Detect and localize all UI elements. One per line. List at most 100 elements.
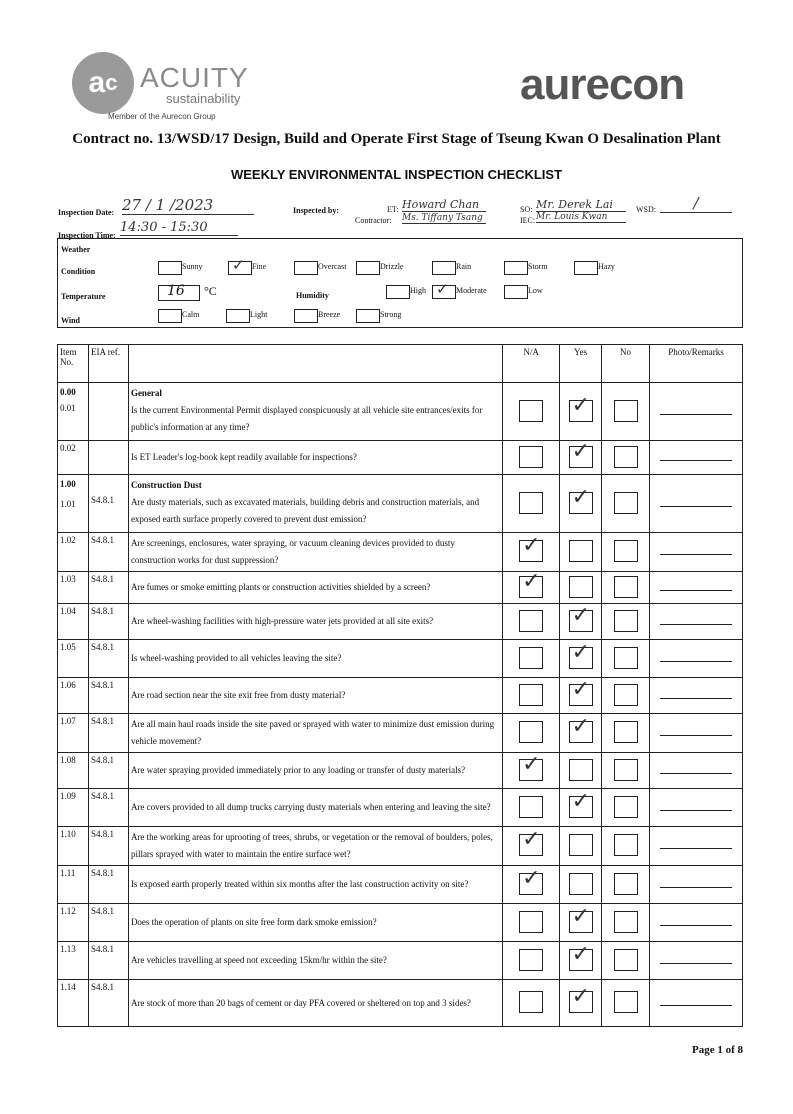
no-checkbox[interactable] bbox=[613, 910, 638, 933]
na-checkbox[interactable]: ✓ bbox=[519, 533, 544, 562]
na-checkbox[interactable] bbox=[519, 910, 544, 933]
et-field[interactable]: Howard Chan bbox=[402, 198, 486, 212]
no-checkbox[interactable] bbox=[613, 758, 638, 781]
weather-checkbox-strong[interactable] bbox=[356, 309, 380, 323]
weather-checkbox-low[interactable] bbox=[504, 285, 528, 299]
na-checkbox[interactable]: ✓ bbox=[519, 866, 544, 895]
yes-checkbox[interactable]: ✓ bbox=[568, 485, 593, 514]
remarks-field[interactable] bbox=[660, 1005, 732, 1006]
weather-checkbox-light[interactable] bbox=[226, 309, 250, 323]
no-checkbox[interactable] bbox=[613, 575, 638, 598]
wsd-field[interactable]: / bbox=[660, 194, 732, 213]
time-field[interactable]: 14:30 - 15:30 bbox=[120, 220, 238, 236]
yes-checkbox[interactable]: ✓ bbox=[568, 984, 593, 1013]
yes-checkbox[interactable] bbox=[568, 758, 593, 781]
na-checkbox[interactable] bbox=[519, 795, 544, 818]
eia-ref-text: S4.8.1 bbox=[90, 680, 114, 690]
remarks-field[interactable] bbox=[660, 962, 732, 964]
remarks-field[interactable] bbox=[660, 772, 732, 774]
check-mark-icon: ✓ bbox=[522, 865, 541, 891]
yes-checkbox[interactable]: ✓ bbox=[568, 942, 593, 971]
na-checkbox[interactable] bbox=[519, 721, 544, 743]
no-checkbox[interactable] bbox=[613, 834, 638, 856]
na-checkbox[interactable] bbox=[519, 683, 544, 706]
iec-field[interactable]: Mr. Louis Kwan bbox=[536, 212, 626, 223]
remarks-field[interactable] bbox=[660, 413, 732, 415]
check-mark-icon: ✓ bbox=[522, 827, 541, 852]
eia-ref: S4.8.1 bbox=[87, 677, 129, 714]
remarks-field[interactable] bbox=[660, 848, 732, 849]
weather-checkbox-moderate[interactable]: ✓ bbox=[432, 280, 456, 299]
weather-checkbox-hazy[interactable] bbox=[574, 261, 598, 275]
item-no-text: 0.01 bbox=[60, 403, 76, 413]
yes-checkbox[interactable] bbox=[568, 872, 593, 895]
no-cell bbox=[601, 979, 650, 1027]
yes-checkbox[interactable]: ✓ bbox=[568, 677, 593, 706]
weather-checkbox-drizzle[interactable] bbox=[356, 261, 380, 275]
no-checkbox[interactable] bbox=[613, 609, 638, 632]
yes-checkbox[interactable]: ✓ bbox=[568, 714, 593, 743]
na-checkbox[interactable] bbox=[519, 609, 544, 632]
so-field[interactable]: Mr. Derek Lai bbox=[536, 198, 626, 212]
date-field[interactable]: 27 / 1 /2023 bbox=[122, 196, 254, 215]
table-row: 1.05 S4.8.1 Is wheel-washing provided to a… bbox=[57, 639, 743, 678]
yes-checkbox[interactable] bbox=[568, 575, 593, 598]
yes-checkbox[interactable] bbox=[568, 540, 593, 562]
no-checkbox[interactable] bbox=[613, 683, 638, 706]
weather-checkbox-calm[interactable] bbox=[158, 309, 182, 323]
remarks-field[interactable] bbox=[660, 459, 732, 461]
check-mark-icon: ✓ bbox=[571, 438, 590, 464]
temperature-field[interactable]: 16 bbox=[158, 283, 200, 301]
no-checkbox[interactable] bbox=[613, 646, 638, 669]
weather-checkbox-breeze[interactable] bbox=[294, 309, 318, 323]
na-checkbox[interactable] bbox=[519, 445, 544, 468]
remarks-field[interactable] bbox=[660, 886, 732, 888]
no-checkbox[interactable] bbox=[613, 948, 638, 971]
weather-checkbox-rain[interactable] bbox=[432, 261, 456, 275]
weather-checkbox-high[interactable] bbox=[386, 285, 410, 299]
item-no: 1.04 bbox=[57, 603, 89, 640]
remarks-field[interactable] bbox=[660, 623, 732, 625]
remarks-field[interactable] bbox=[660, 660, 732, 662]
yes-checkbox[interactable]: ✓ bbox=[568, 640, 593, 669]
na-checkbox[interactable] bbox=[519, 491, 544, 514]
no-checkbox[interactable] bbox=[613, 399, 638, 422]
no-checkbox[interactable] bbox=[613, 991, 638, 1013]
yes-checkbox[interactable] bbox=[568, 834, 593, 856]
yes-checkbox[interactable]: ✓ bbox=[568, 904, 593, 933]
remarks-field[interactable] bbox=[660, 589, 732, 591]
remarks-field[interactable] bbox=[660, 924, 732, 926]
question: Is ET Leader's log-book kept readily ava… bbox=[127, 440, 504, 475]
na-checkbox[interactable]: ✓ bbox=[519, 827, 544, 856]
na-checkbox[interactable] bbox=[519, 399, 544, 422]
no-checkbox[interactable] bbox=[613, 721, 638, 743]
weather-checkbox-fine[interactable]: ✓ bbox=[228, 256, 252, 275]
weather-option-label: Drizzle bbox=[380, 262, 404, 271]
no-cell bbox=[601, 752, 650, 789]
weather-checkbox-storm[interactable] bbox=[504, 261, 528, 275]
remarks-cell bbox=[649, 788, 743, 827]
na-checkbox[interactable] bbox=[519, 646, 544, 669]
no-checkbox[interactable] bbox=[613, 540, 638, 562]
yes-checkbox[interactable]: ✓ bbox=[568, 603, 593, 632]
yes-checkbox[interactable]: ✓ bbox=[568, 393, 593, 422]
remarks-field[interactable] bbox=[660, 809, 732, 811]
no-checkbox[interactable] bbox=[613, 491, 638, 514]
no-checkbox[interactable] bbox=[613, 872, 638, 895]
no-checkbox[interactable] bbox=[613, 795, 638, 818]
weather-checkbox-overcast[interactable] bbox=[294, 261, 318, 275]
contractor-field[interactable]: Ms. Tiffany Tsang bbox=[402, 213, 486, 224]
weather-checkbox-sunny[interactable] bbox=[158, 261, 182, 275]
remarks-field[interactable] bbox=[660, 505, 732, 507]
na-checkbox[interactable]: ✓ bbox=[519, 752, 544, 781]
remarks-field[interactable] bbox=[660, 735, 732, 736]
na-checkbox[interactable]: ✓ bbox=[519, 569, 544, 598]
no-checkbox[interactable] bbox=[613, 445, 638, 468]
yes-checkbox[interactable]: ✓ bbox=[568, 789, 593, 818]
item-no-text: 1.12 bbox=[60, 906, 76, 916]
remarks-field[interactable] bbox=[660, 554, 732, 555]
remarks-field[interactable] bbox=[660, 697, 732, 699]
na-checkbox[interactable] bbox=[519, 991, 544, 1013]
yes-checkbox[interactable]: ✓ bbox=[568, 439, 593, 468]
na-checkbox[interactable] bbox=[519, 948, 544, 971]
